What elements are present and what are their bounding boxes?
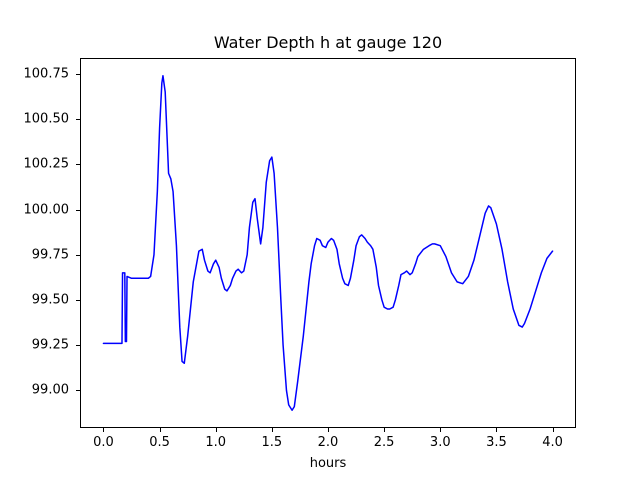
- x-tick-label: 0.0: [93, 435, 114, 450]
- x-tick-label: 2.0: [317, 435, 339, 450]
- x-tick-mark: [159, 428, 161, 432]
- x-tick-mark: [440, 428, 442, 432]
- x-tick-mark: [384, 428, 386, 432]
- x-tick-label: 1.5: [261, 435, 283, 450]
- x-tick-mark: [552, 428, 554, 432]
- x-tick-label: 0.5: [149, 435, 170, 450]
- y-tick-mark: [76, 299, 80, 301]
- y-tick-mark: [76, 254, 80, 256]
- y-tick-label: 99.75: [31, 247, 69, 263]
- y-tick-mark: [76, 345, 80, 347]
- x-tick-mark: [103, 428, 105, 432]
- x-tick-label: 3.0: [429, 435, 451, 450]
- water-depth-line: [102, 74, 554, 412]
- y-tick-label: 100.25: [23, 156, 70, 172]
- y-tick-mark: [76, 73, 80, 75]
- plot-area: [80, 58, 576, 428]
- x-tick-label: 4.0: [542, 435, 563, 450]
- x-tick-label: 3.5: [486, 435, 507, 450]
- x-tick-label: 1.0: [205, 435, 227, 450]
- chart-title: Water Depth h at gauge 120: [213, 33, 443, 52]
- y-tick-mark: [76, 164, 80, 166]
- y-tick-mark: [76, 209, 80, 211]
- x-tick-mark: [215, 428, 217, 432]
- y-tick-label: 99.00: [31, 382, 69, 398]
- x-tick-mark: [496, 428, 498, 432]
- line-plot-svg: [102, 74, 554, 412]
- x-tick-mark: [271, 428, 273, 432]
- x-tick-label: 2.5: [373, 435, 395, 450]
- y-tick-mark: [76, 390, 80, 392]
- y-tick-label: 100.75: [23, 66, 70, 82]
- y-tick-label: 99.25: [31, 337, 69, 353]
- y-tick-label: 100.50: [23, 111, 70, 127]
- y-tick-mark: [76, 119, 80, 121]
- x-tick-mark: [328, 428, 329, 432]
- y-tick-label: 99.50: [31, 292, 69, 308]
- x-axis-label: hours: [309, 456, 347, 471]
- y-tick-label: 100.00: [23, 202, 70, 218]
